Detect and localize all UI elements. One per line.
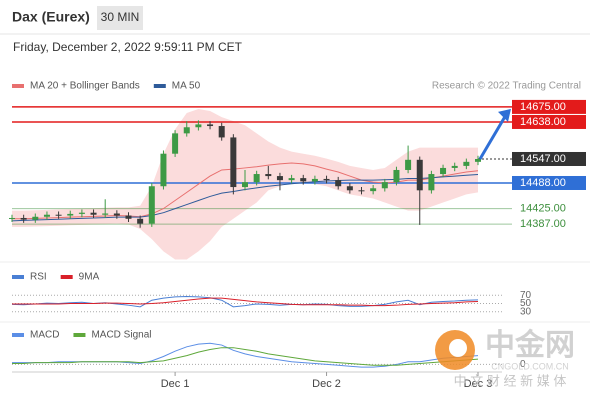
candle-body bbox=[55, 214, 62, 216]
watermark-name: 中金网 bbox=[485, 328, 575, 362]
candle-body bbox=[137, 218, 144, 224]
candle-body bbox=[78, 212, 85, 214]
candle-body bbox=[463, 161, 470, 166]
legend-label: MA 50 bbox=[172, 81, 201, 92]
candle-body bbox=[148, 186, 155, 224]
candle-body bbox=[43, 214, 50, 217]
candle-body bbox=[172, 133, 179, 154]
y-tick-label: 70 bbox=[520, 290, 532, 301]
timeframe[interactable]: 30 MIN bbox=[101, 10, 140, 24]
level-label: 14387.00 bbox=[520, 218, 566, 230]
level-label: 14488.00 bbox=[520, 177, 566, 189]
candle-body bbox=[90, 212, 97, 215]
moving-average bbox=[12, 162, 479, 220]
candle-body bbox=[405, 159, 412, 170]
candle-body bbox=[113, 213, 120, 216]
candle-body bbox=[381, 182, 388, 189]
forecast-arrow bbox=[478, 114, 508, 160]
candle-body bbox=[183, 127, 190, 134]
legend-label: MACD Signal bbox=[91, 330, 151, 341]
candle-body bbox=[20, 217, 27, 220]
candle-body bbox=[242, 182, 248, 188]
candle-body bbox=[9, 217, 15, 219]
watermark-logo bbox=[449, 339, 467, 357]
candle-body bbox=[358, 190, 365, 192]
candle-body bbox=[475, 158, 481, 162]
indicator-line bbox=[12, 297, 479, 307]
candle-body bbox=[160, 153, 167, 187]
watermark: 中金网 CNGOLD.COM.CN 中 文 财 经 新 媒 体 bbox=[435, 328, 575, 388]
x-tick-label: Dec 2 bbox=[312, 378, 341, 390]
legend-label: 9MA bbox=[79, 272, 100, 283]
candle-body bbox=[370, 188, 377, 192]
legend-swatch bbox=[60, 275, 73, 279]
level-tag bbox=[512, 114, 586, 129]
level-tag bbox=[512, 99, 586, 114]
candle-body bbox=[230, 137, 237, 188]
y-tick-label: 30 bbox=[520, 306, 532, 317]
legend-swatch bbox=[12, 333, 24, 337]
forecast-arrowhead bbox=[498, 108, 511, 122]
candle-body bbox=[440, 167, 447, 175]
indicator-line bbox=[12, 347, 479, 366]
candle-body bbox=[253, 174, 260, 183]
candle-body bbox=[346, 186, 353, 191]
watermark-slogan: 中 文 财 经 新 媒 体 bbox=[454, 373, 567, 388]
candle-body bbox=[300, 178, 307, 182]
legend-label: RSI bbox=[30, 272, 47, 283]
candle-body bbox=[323, 178, 330, 181]
level-tag bbox=[512, 151, 586, 166]
legend-label: MA 20 + Bollinger Bands bbox=[30, 81, 140, 92]
y-tick-label: 50 bbox=[520, 298, 532, 309]
candle-body bbox=[428, 174, 435, 191]
level-tag bbox=[512, 175, 586, 190]
x-tick-label: Dec 1 bbox=[161, 378, 190, 390]
legend-swatch bbox=[73, 333, 86, 337]
candle-body bbox=[265, 174, 272, 177]
legend-swatch bbox=[153, 84, 166, 88]
chart-title: Dax (Eurex) bbox=[12, 9, 90, 25]
y-tick-label: 0 bbox=[520, 359, 526, 370]
level-label: 14638.00 bbox=[520, 116, 566, 128]
timeframe-box[interactable] bbox=[97, 6, 143, 30]
candle-body bbox=[32, 216, 39, 220]
candle-body bbox=[102, 213, 109, 215]
candle-body bbox=[416, 159, 423, 191]
candle-body bbox=[288, 178, 295, 181]
candle-body bbox=[218, 126, 225, 138]
watermark-site: CNGOLD.COM.CN bbox=[491, 361, 569, 371]
level-label: 14547.00 bbox=[520, 153, 566, 165]
candle-body bbox=[451, 165, 458, 168]
candle-body bbox=[195, 124, 202, 128]
candle-body bbox=[335, 180, 342, 187]
source: Research © 2022 Trading Central bbox=[432, 81, 581, 92]
candle-body bbox=[276, 176, 283, 181]
candle-body bbox=[311, 178, 318, 182]
level-label: 14425.00 bbox=[520, 203, 566, 215]
legend-label: MACD bbox=[30, 330, 59, 341]
candle-body bbox=[67, 213, 74, 216]
candle-body bbox=[393, 169, 400, 183]
level-label: 14675.00 bbox=[520, 101, 566, 113]
legend-swatch bbox=[12, 84, 24, 88]
legend-swatch bbox=[12, 275, 24, 279]
subtitle: Friday, December 2, 2022 9:59:11 PM CET bbox=[13, 40, 243, 54]
x-tick-label: Dec 3 bbox=[464, 378, 493, 390]
candle-body bbox=[125, 215, 132, 219]
candle-body bbox=[207, 124, 214, 127]
